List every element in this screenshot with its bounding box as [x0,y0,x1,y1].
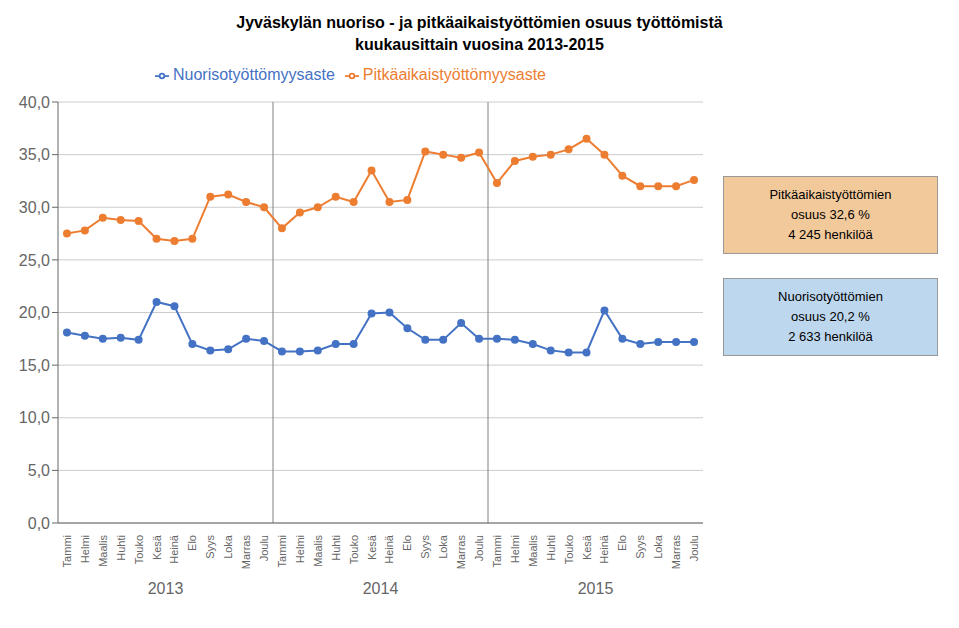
svg-text:2014: 2014 [363,580,399,597]
svg-text:Kesä: Kesä [151,534,163,560]
svg-text:Huhti: Huhti [545,535,557,561]
svg-text:Touko: Touko [563,535,575,564]
svg-text:Maalis: Maalis [312,535,324,567]
svg-text:Touko: Touko [133,535,145,564]
svg-text:Loka: Loka [222,534,234,559]
html-text:Pitkäaikaistyöttömyysaste: Pitkäaikaistyöttömyysaste [362,66,546,83]
svg-text:Huhti: Huhti [330,535,342,561]
svg-text:Loka: Loka [652,534,664,559]
svg-text:Heinä: Heinä [168,534,180,564]
svg-text:35,0: 35,0 [19,146,50,163]
svg-text:Maalis: Maalis [527,535,539,567]
svg-text:25,0: 25,0 [19,252,50,269]
svg-text:Huhti: Huhti [115,535,127,561]
svg-text:Tammi: Tammi [491,535,503,567]
svg-text:Kesä: Kesä [366,534,378,560]
html-text:Nuorisotyöttömyysaste: Nuorisotyöttömyysaste [173,66,335,83]
svg-text:Joulu: Joulu [688,535,700,561]
svg-text:10,0: 10,0 [19,409,50,426]
svg-text:Touko: Touko [348,535,360,564]
svg-text:Helmi: Helmi [509,535,521,563]
svg-text:Loka: Loka [437,534,449,559]
svg-text:5,0: 5,0 [28,462,50,479]
svg-text:15,0: 15,0 [19,357,50,374]
svg-text:Marras: Marras [670,535,682,570]
svg-text:Syys: Syys [419,535,431,559]
svg-text:Elo: Elo [186,535,198,551]
svg-text:Heinä: Heinä [383,534,395,564]
svg-text:Joulu: Joulu [473,535,485,561]
svg-text:2013: 2013 [148,580,184,597]
svg-text:20,0: 20,0 [19,304,50,321]
svg-text:Heinä: Heinä [598,534,610,564]
html-text:Nuorisotyöttömien osuus 20,2 %: Nuorisotyöttömien osuus 20,2 % 2 633 hen… [778,289,883,344]
svg-text:Helmi: Helmi [79,535,91,563]
svg-text:0,0: 0,0 [28,515,50,532]
svg-text:Joulu: Joulu [258,535,270,561]
svg-text:Syys: Syys [634,535,646,559]
svg-text:2015: 2015 [578,580,614,597]
svg-text:Marras: Marras [455,535,467,570]
html-text:Jyväskylän nuoriso - ja pitkäa: Jyväskylän nuoriso - ja pitkäaikaistyött… [236,14,723,31]
html-text:kuukausittain vuosina 2013-201: kuukausittain vuosina 2013-2015 [355,36,604,53]
svg-text:Helmi: Helmi [294,535,306,563]
svg-text:Syys: Syys [204,535,216,559]
svg-text:Elo: Elo [401,535,413,551]
svg-text:Elo: Elo [616,535,628,551]
html-text:Pitkäaikaistyöttömien osuus 32: Pitkäaikaistyöttömien osuus 32,6 % 4 245… [769,187,892,242]
svg-text:Marras: Marras [240,535,252,570]
svg-text:30,0: 30,0 [19,199,50,216]
svg-text:Kesä: Kesä [581,534,593,560]
svg-text:Maalis: Maalis [97,535,109,567]
svg-text:Tammi: Tammi [276,535,288,567]
svg-text:Tammi: Tammi [61,535,73,567]
svg-text:40,0: 40,0 [19,94,50,111]
